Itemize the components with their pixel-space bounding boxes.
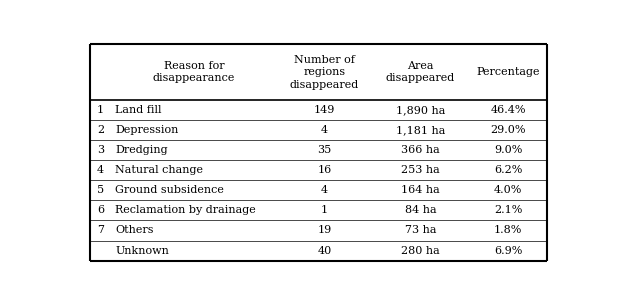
Text: 16: 16 bbox=[317, 165, 332, 176]
Text: Natural change: Natural change bbox=[115, 165, 203, 176]
Text: Unknown: Unknown bbox=[115, 245, 169, 256]
Text: 4: 4 bbox=[321, 125, 328, 135]
Text: 1: 1 bbox=[97, 105, 104, 116]
Text: 164 ha: 164 ha bbox=[401, 185, 440, 196]
Text: 366 ha: 366 ha bbox=[401, 146, 440, 155]
Text: 73 ha: 73 ha bbox=[405, 226, 436, 236]
Text: 4: 4 bbox=[97, 165, 104, 176]
Text: 149: 149 bbox=[314, 105, 335, 116]
Text: 4.0%: 4.0% bbox=[494, 185, 522, 196]
Text: Others: Others bbox=[115, 226, 154, 236]
Text: 2: 2 bbox=[97, 125, 104, 135]
Text: 9.0%: 9.0% bbox=[494, 146, 522, 155]
Text: Reason for
disappearance: Reason for disappearance bbox=[153, 61, 235, 83]
Text: 2.1%: 2.1% bbox=[494, 206, 522, 215]
Text: 1.8%: 1.8% bbox=[494, 226, 522, 236]
Text: 29.0%: 29.0% bbox=[490, 125, 526, 135]
Text: Number of
regions
disappeared: Number of regions disappeared bbox=[290, 55, 359, 90]
Text: 35: 35 bbox=[317, 146, 332, 155]
Text: Land fill: Land fill bbox=[115, 105, 162, 116]
Text: 46.4%: 46.4% bbox=[490, 105, 526, 116]
Text: Depression: Depression bbox=[115, 125, 179, 135]
Text: 6: 6 bbox=[97, 206, 104, 215]
Text: 6.2%: 6.2% bbox=[494, 165, 522, 176]
Text: 6.9%: 6.9% bbox=[494, 245, 522, 256]
Text: 7: 7 bbox=[97, 226, 104, 236]
Text: Percentage: Percentage bbox=[476, 67, 540, 77]
Text: Ground subsidence: Ground subsidence bbox=[115, 185, 224, 196]
Text: Reclamation by drainage: Reclamation by drainage bbox=[115, 206, 256, 215]
Text: 1,890 ha: 1,890 ha bbox=[396, 105, 445, 116]
Text: 84 ha: 84 ha bbox=[405, 206, 436, 215]
Text: 1: 1 bbox=[321, 206, 328, 215]
Text: 19: 19 bbox=[317, 226, 332, 236]
Text: 253 ha: 253 ha bbox=[401, 165, 440, 176]
Text: 3: 3 bbox=[97, 146, 104, 155]
Text: Area
disappeared: Area disappeared bbox=[386, 61, 455, 83]
Text: 4: 4 bbox=[321, 185, 328, 196]
Text: 1,181 ha: 1,181 ha bbox=[396, 125, 445, 135]
Text: Dredging: Dredging bbox=[115, 146, 168, 155]
Text: 40: 40 bbox=[317, 245, 332, 256]
Text: 280 ha: 280 ha bbox=[401, 245, 440, 256]
Text: 5: 5 bbox=[97, 185, 104, 196]
